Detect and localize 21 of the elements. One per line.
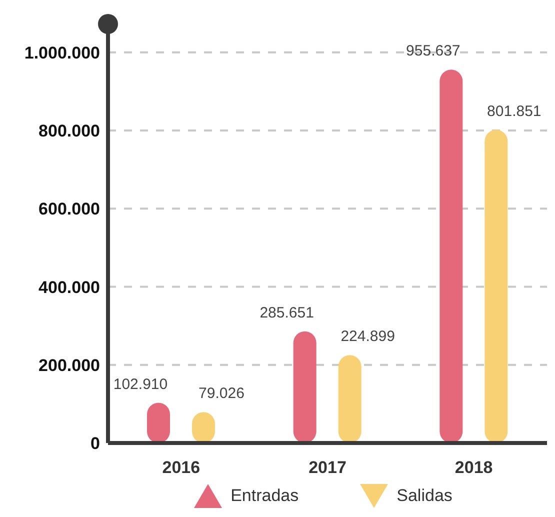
bar (338, 355, 362, 443)
data-label: 79.026 (198, 385, 244, 402)
legend-label: Salidas (396, 486, 452, 506)
x-tick-label: 2018 (454, 458, 493, 478)
bar (440, 70, 463, 443)
legend-label: Entradas (230, 486, 299, 506)
bar (293, 331, 316, 443)
data-label: 224.899 (340, 328, 395, 346)
y-tick-label: 1.000.000 (24, 43, 100, 62)
data-label: 285.651 (260, 304, 314, 322)
y-tick-label: 600.000 (38, 200, 100, 219)
y-tick-label: 0 (90, 434, 100, 454)
data-label: 955.637 (406, 42, 460, 60)
x-tick-label: 2016 (162, 458, 200, 478)
bar (484, 130, 508, 443)
x-tick-label: 2017 (308, 458, 346, 478)
data-label: 801.851 (487, 102, 542, 120)
y-tick-label: 400.000 (38, 278, 100, 297)
data-label: 102.910 (113, 376, 168, 393)
y-tick-label: 200.000 (38, 356, 100, 375)
y-tick-label: 800.000 (38, 122, 100, 141)
